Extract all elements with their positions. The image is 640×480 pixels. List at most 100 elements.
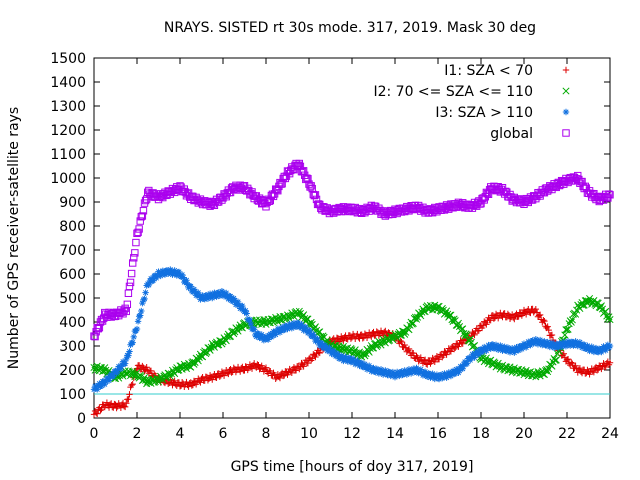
data-point [159, 267, 166, 274]
data-point [233, 325, 241, 333]
data-point [496, 344, 503, 352]
data-point [211, 289, 218, 296]
data-point [349, 355, 357, 362]
y-tick-label: 800 [59, 219, 86, 235]
data-point [229, 298, 236, 305]
data-point [342, 353, 349, 360]
data-point [129, 339, 136, 346]
data-point [555, 344, 562, 351]
data-point [424, 373, 431, 380]
data-point [535, 338, 543, 346]
data-point [272, 331, 279, 338]
data-point [239, 302, 246, 310]
data-point [400, 370, 407, 378]
data-point [459, 340, 466, 347]
data-point [560, 338, 567, 346]
data-point [548, 362, 556, 370]
x-tick-label: 22 [558, 426, 576, 442]
data-point [91, 332, 99, 341]
data-point [209, 376, 216, 383]
data-point [231, 297, 239, 304]
data-point [391, 330, 399, 338]
data-point [316, 342, 323, 350]
data-point [282, 368, 289, 375]
data-point [217, 291, 225, 299]
data-point [174, 366, 182, 374]
data-point [195, 289, 202, 296]
data-point [279, 313, 287, 321]
data-point [170, 269, 177, 276]
y-tick-label: 0 [77, 411, 86, 427]
data-point [485, 341, 492, 349]
legend: I1: SZA < 70 I2: 70 <= SZA <= 110 I3: SZA … [373, 63, 570, 142]
data-point [323, 343, 330, 351]
data-point [538, 340, 545, 347]
data-point [411, 313, 419, 321]
data-point [208, 340, 216, 348]
data-point [158, 269, 165, 276]
data-point [522, 344, 530, 351]
y-tick-label: 700 [59, 243, 86, 259]
data-point [243, 310, 250, 317]
y-tick-label: 500 [59, 291, 86, 307]
data-point [559, 342, 566, 349]
data-point [449, 367, 457, 375]
data-point [161, 271, 169, 278]
data-point [461, 358, 469, 366]
data-point [92, 409, 100, 417]
data-point [584, 342, 591, 349]
data-point [196, 292, 203, 300]
data-point [169, 271, 176, 278]
data-point [545, 326, 552, 334]
data-point [489, 341, 497, 348]
data-point [175, 268, 183, 276]
data-point [327, 347, 334, 355]
legend-label: I3: SZA > 110 [435, 105, 533, 121]
data-point [577, 342, 585, 350]
data-point [276, 374, 284, 382]
data-point [237, 305, 244, 312]
data-point [424, 361, 431, 368]
data-point [234, 298, 242, 306]
data-point [230, 295, 237, 302]
data-point [135, 225, 143, 233]
data-point [97, 315, 106, 324]
data-point [223, 289, 230, 297]
data-point [253, 333, 260, 340]
legend-label: global [490, 126, 533, 142]
data-point [153, 274, 160, 282]
data-point [508, 344, 516, 352]
data-point [403, 371, 411, 378]
data-point [284, 325, 291, 333]
data-point [130, 333, 137, 341]
data-point [348, 358, 356, 365]
data-point [463, 360, 471, 367]
data-point [455, 343, 462, 350]
data-point [604, 341, 612, 348]
data-point [384, 371, 391, 379]
data-point [567, 318, 575, 326]
data-point [311, 191, 320, 199]
legend-marker [562, 129, 570, 137]
data-point [527, 309, 534, 317]
data-point [576, 364, 584, 372]
data-point [213, 374, 220, 381]
data-point [389, 368, 397, 376]
data-point [370, 364, 377, 372]
data-point [605, 190, 613, 198]
data-point [262, 364, 270, 371]
y-axis: 0 100 200 300 400 500 600 700 800 900 1000 1100 1200… [50, 51, 610, 427]
data-point [330, 347, 337, 355]
data-point [225, 370, 232, 378]
data-point [562, 87, 570, 95]
data-point [447, 372, 455, 380]
data-point [412, 368, 419, 376]
data-point [258, 331, 265, 338]
data-point [606, 359, 614, 366]
data-point [431, 375, 438, 383]
data-point [434, 302, 442, 311]
data-point [197, 379, 204, 386]
x-tick-label: 2 [133, 426, 142, 442]
data-point [209, 294, 216, 302]
data-point [586, 371, 593, 378]
